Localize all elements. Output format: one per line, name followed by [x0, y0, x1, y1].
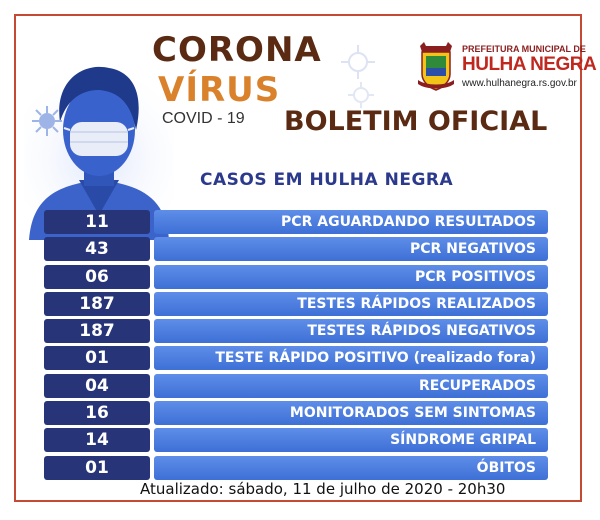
table-row: 14 SÍNDROME GRIPAL	[44, 428, 548, 453]
logo-prefeitura-text: PREFEITURA MUNICIPAL DE	[462, 44, 586, 54]
case-label: SÍNDROME GRIPAL	[154, 428, 548, 453]
case-label: TESTE RÁPIDO POSITIVO (realizado fora)	[154, 346, 548, 371]
case-count: 01	[44, 455, 150, 480]
title-corona: CORONA	[152, 30, 322, 70]
table-row: 01 ÓBITOS	[44, 455, 548, 480]
title-virus: VÍRUS	[158, 70, 281, 110]
table-row: 04 RECUPERADOS	[44, 373, 548, 398]
bulletin-title: BOLETIM OFICIAL	[284, 106, 548, 137]
case-label: PCR POSITIVOS	[154, 264, 548, 289]
logo-website: www.hulhanegra.rs.gov.br	[462, 78, 577, 89]
table-row: 11 PCR AGUARDANDO RESULTADOS	[44, 210, 548, 234]
case-label: PCR AGUARDANDO RESULTADOS	[154, 210, 548, 234]
table-row: 01 TESTE RÁPIDO POSITIVO (realizado fora…	[44, 346, 548, 371]
case-count: 11	[44, 210, 150, 234]
virus-icon	[348, 82, 374, 108]
table-row: 187 TESTES RÁPIDOS NEGATIVOS	[44, 319, 548, 344]
case-count: 14	[44, 428, 150, 453]
municipal-crest-icon	[418, 42, 454, 91]
case-label: RECUPERADOS	[154, 373, 548, 398]
virus-icon	[32, 106, 62, 136]
updated-timestamp: Atualizado: sábado, 11 de julho de 2020 …	[140, 480, 506, 498]
case-count: 06	[44, 264, 150, 289]
cases-subtitle: CASOS EM HULHA NEGRA	[200, 170, 454, 190]
case-count: 01	[44, 346, 150, 371]
case-label: TESTES RÁPIDOS REALIZADOS	[154, 291, 548, 316]
prefeitura-logo: PREFEITURA MUNICIPAL DE HULHA NEGRA www.…	[416, 40, 597, 100]
table-row: 187 TESTES RÁPIDOS REALIZADOS	[44, 291, 548, 316]
case-label: MONITORADOS SEM SINTOMAS	[154, 401, 548, 426]
case-count: 187	[44, 319, 150, 344]
cases-table: 11 PCR AGUARDANDO RESULTADOS 43 PCR NEGA…	[44, 210, 548, 483]
case-label: ÓBITOS	[154, 455, 548, 480]
case-count: 43	[44, 237, 150, 262]
case-count: 04	[44, 373, 150, 398]
person-with-mask-illustration	[24, 60, 174, 240]
case-label: TESTES RÁPIDOS NEGATIVOS	[154, 319, 548, 344]
title-covid: COVID - 19	[162, 110, 245, 127]
table-row: 43 PCR NEGATIVOS	[44, 237, 548, 262]
table-row: 16 MONITORADOS SEM SINTOMAS	[44, 401, 548, 426]
case-label: PCR NEGATIVOS	[154, 237, 548, 262]
case-count: 187	[44, 291, 150, 316]
virus-icon	[341, 45, 375, 79]
table-row: 06 PCR POSITIVOS	[44, 264, 548, 289]
logo-city-name: HULHA NEGRA	[462, 54, 597, 75]
case-count: 16	[44, 401, 150, 426]
